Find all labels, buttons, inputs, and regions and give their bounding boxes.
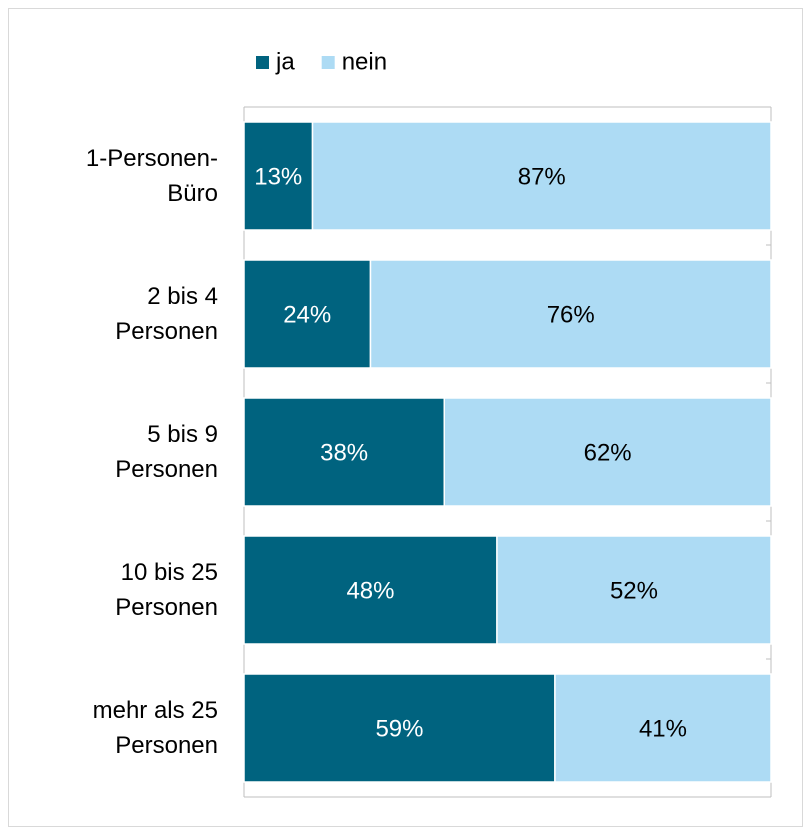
bar-segment bbox=[311, 121, 772, 231]
data-label: 76% bbox=[547, 301, 595, 328]
data-label: 48% bbox=[346, 577, 394, 604]
data-label: 13% bbox=[254, 163, 302, 190]
y-tick-label: 10 bis 25 Personen bbox=[115, 559, 218, 621]
data-label: 41% bbox=[639, 715, 687, 742]
bar-segment bbox=[243, 535, 498, 645]
y-tick-label: mehr als 25 Personen bbox=[92, 697, 218, 759]
data-label: 59% bbox=[375, 715, 423, 742]
bar-segment bbox=[243, 397, 446, 507]
data-label: 52% bbox=[610, 577, 658, 604]
bar-segment bbox=[496, 535, 772, 645]
legend-swatch bbox=[256, 56, 269, 69]
y-tick-label: 1-Personen- Büro bbox=[85, 145, 218, 207]
data-label: 38% bbox=[320, 439, 368, 466]
bar-segment bbox=[369, 259, 772, 369]
bar-segment bbox=[443, 397, 772, 507]
legend-label: nein bbox=[342, 48, 387, 75]
legend-label: ja bbox=[275, 48, 295, 75]
bar-segment bbox=[243, 121, 314, 231]
legend-swatch bbox=[321, 56, 335, 69]
bar-segment bbox=[554, 673, 772, 783]
y-tick-label: 5 bis 9 Personen bbox=[115, 421, 218, 483]
data-label: 87% bbox=[518, 163, 566, 190]
y-tick-label: 2 bis 4 Personen bbox=[115, 283, 218, 345]
data-label: 24% bbox=[283, 301, 331, 328]
data-label: 62% bbox=[584, 439, 632, 466]
